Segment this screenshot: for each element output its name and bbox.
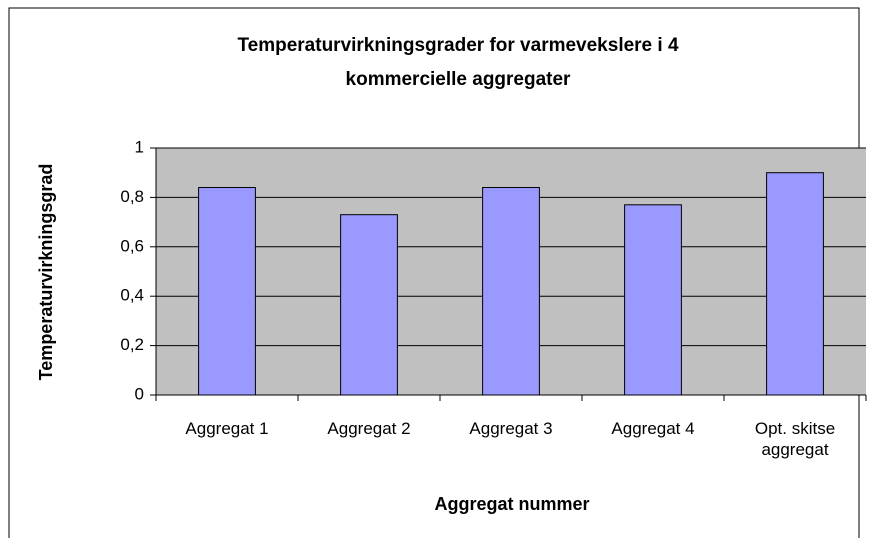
bar [198,187,256,396]
x-tick-label: Aggregat 4 [611,419,695,438]
bar [340,214,398,396]
x-tick-label: Opt. skitse aggregat [754,419,836,459]
bar [766,172,824,396]
y-tick-label: 0,6 [120,236,144,255]
bar [624,204,682,396]
x-axis-title: Aggregat nummer [434,494,589,514]
y-tick-label: 0,2 [120,335,144,354]
chart-title: Temperaturvirkningsgrader for varmeveksl… [237,35,679,56]
x-tick-label: Aggregat 1 [185,419,269,438]
chart-title: kommercielle aggregater [346,69,572,90]
bar [482,187,540,396]
y-tick-label: 0,8 [120,187,144,206]
x-tick-label: Aggregat 3 [469,419,553,438]
y-tick-label: 1 [135,137,144,156]
y-axis-title: Temperaturvirkningsgrad [36,164,56,381]
y-tick-label: 0 [135,384,144,403]
x-tick-label: Aggregat 2 [327,419,411,438]
y-tick-label: 0,4 [120,286,144,305]
